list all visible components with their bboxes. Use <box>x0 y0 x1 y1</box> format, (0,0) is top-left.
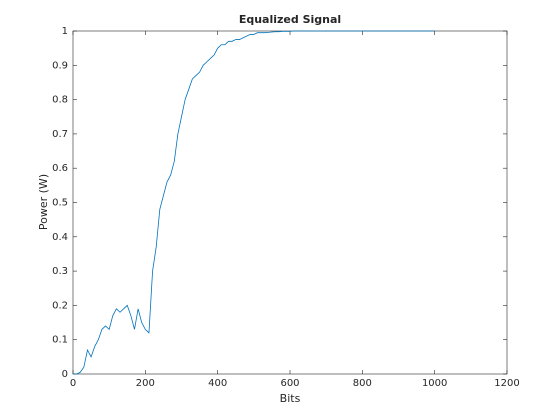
x-tick-label: 800 <box>353 378 372 389</box>
chart-title: Equalized Signal <box>239 13 341 26</box>
y-tick-label: 0.3 <box>52 266 68 277</box>
x-tick-label: 600 <box>280 378 299 389</box>
line-series <box>73 30 435 375</box>
y-tick-label: 0.2 <box>52 300 68 311</box>
y-tick-label: 0 <box>62 369 68 380</box>
x-tick-label: 1000 <box>422 378 447 389</box>
x-tick-label: 1200 <box>494 378 519 389</box>
y-tick-label: 0.7 <box>52 129 68 140</box>
y-tick-label: 0.4 <box>52 232 68 243</box>
y-tick-label: 0.5 <box>52 198 68 209</box>
x-tick-label: 0 <box>70 378 76 389</box>
x-axis-label: Bits <box>280 392 301 405</box>
y-tick-label: 0.9 <box>52 60 68 71</box>
y-tick-label: 0.8 <box>52 95 68 106</box>
y-tick-label: 1 <box>62 26 68 37</box>
y-tick-label: 0.1 <box>52 335 68 346</box>
axes-box <box>72 30 508 375</box>
y-axis-label: Power (W) <box>37 174 50 230</box>
y-tick-label: 0.6 <box>52 163 68 174</box>
x-tick-label: 400 <box>208 378 227 389</box>
x-tick-label: 200 <box>136 378 155 389</box>
